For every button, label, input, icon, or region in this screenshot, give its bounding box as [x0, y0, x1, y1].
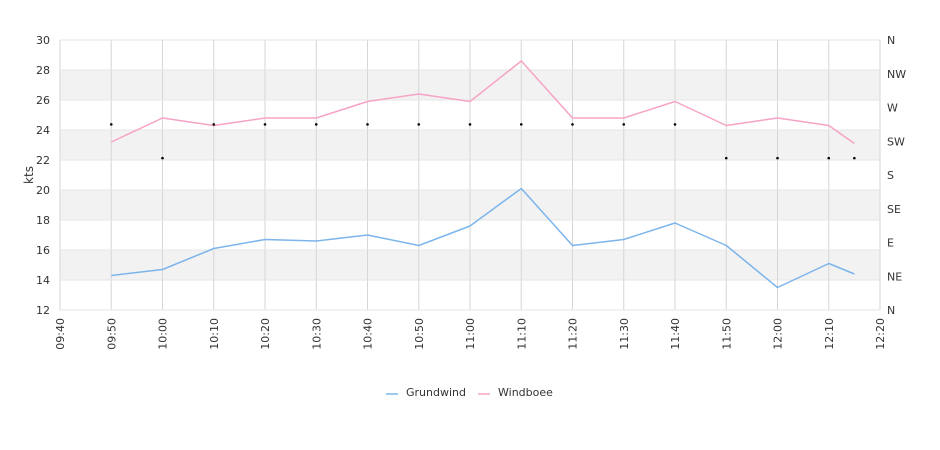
- direction-marker: [417, 123, 421, 126]
- series-line-windboee: [110, 60, 855, 145]
- direction-marker: [263, 123, 267, 126]
- x-tick-label: 09:40: [54, 318, 67, 350]
- direction-markers: [109, 123, 856, 160]
- y-tick-label: 24: [36, 124, 50, 137]
- x-tick-label: 11:30: [618, 318, 631, 350]
- y2-tick-label: SE: [887, 203, 901, 216]
- direction-marker: [622, 123, 626, 126]
- legend: Grundwind Windboee: [386, 386, 553, 399]
- y-tick-label: 18: [36, 214, 50, 227]
- x-tick-label: 11:50: [720, 318, 733, 350]
- x-tick-label: 11:10: [515, 318, 528, 350]
- direction-marker: [673, 123, 677, 126]
- x-tick-label: 10:00: [157, 318, 170, 350]
- y2-tick-label: NE: [887, 270, 902, 283]
- series-lines: [110, 60, 855, 289]
- x-tick-label: 11:20: [567, 318, 580, 350]
- direction-marker: [571, 123, 574, 126]
- direction-marker: [366, 123, 369, 126]
- legend-item-grundwind[interactable]: Grundwind: [386, 386, 466, 399]
- x-tick-label: 12:20: [874, 318, 887, 350]
- direction-marker: [724, 156, 728, 160]
- y2-tick-label: W: [887, 102, 898, 115]
- legend-item-windboee[interactable]: Windboee: [478, 386, 553, 399]
- y-tick-label: 12: [36, 304, 50, 317]
- vertical-gridlines: [59, 40, 881, 310]
- x-axis-tick-labels: 09:40 09:50 10:00 10:10 10:20 10:30 10:40 10:50…: [54, 318, 887, 350]
- direction-marker: [161, 156, 164, 160]
- x-tick-label: 10:30: [310, 318, 323, 350]
- y2-axis-tick-labels: N NE E SE S SW W NW N: [887, 34, 906, 317]
- y2-tick-label: E: [887, 237, 894, 250]
- y2-tick-label: NW: [887, 68, 906, 81]
- y-tick-label: 28: [36, 64, 50, 77]
- x-tick-label: 10:50: [413, 318, 426, 350]
- direction-marker: [109, 123, 113, 126]
- y2-tick-label: N: [887, 304, 895, 317]
- x-tick-label: 11:00: [464, 318, 477, 350]
- x-tick-label: 09:50: [105, 318, 118, 350]
- y-tick-label: 14: [36, 274, 50, 287]
- x-tick-label: 11:40: [669, 318, 682, 350]
- direction-marker: [853, 156, 856, 160]
- x-tick-label: 10:40: [362, 318, 375, 350]
- y2-tick-label: N: [887, 34, 895, 47]
- x-tick-label: 10:10: [208, 318, 221, 350]
- y-tick-label: 26: [36, 94, 50, 107]
- series-line-grundwind: [111, 187, 855, 289]
- y2-tick-label: S: [887, 169, 894, 182]
- y-axis-tick-labels: 12 14 16 18 20 22 24 26 28 30: [36, 34, 50, 317]
- legend-label-windboee: Windboee: [498, 386, 553, 399]
- direction-marker: [519, 123, 523, 126]
- y-axis-title: kts: [22, 166, 36, 184]
- y-tick-label: 20: [36, 184, 50, 197]
- horizontal-gridlines: [60, 39, 880, 311]
- x-tick-label: 12:10: [823, 318, 836, 350]
- y-tick-label: 22: [36, 154, 50, 167]
- direction-marker: [827, 156, 831, 160]
- y-tick-label: 16: [36, 244, 50, 257]
- direction-marker: [212, 123, 216, 126]
- legend-label-grundwind: Grundwind: [406, 386, 466, 399]
- direction-marker: [314, 123, 318, 126]
- y2-tick-label: SW: [887, 135, 905, 148]
- y-tick-label: 30: [36, 34, 50, 47]
- x-tick-label: 10:20: [259, 318, 272, 350]
- direction-marker: [776, 156, 779, 160]
- x-tick-label: 12:00: [772, 318, 785, 350]
- direction-marker: [468, 123, 472, 126]
